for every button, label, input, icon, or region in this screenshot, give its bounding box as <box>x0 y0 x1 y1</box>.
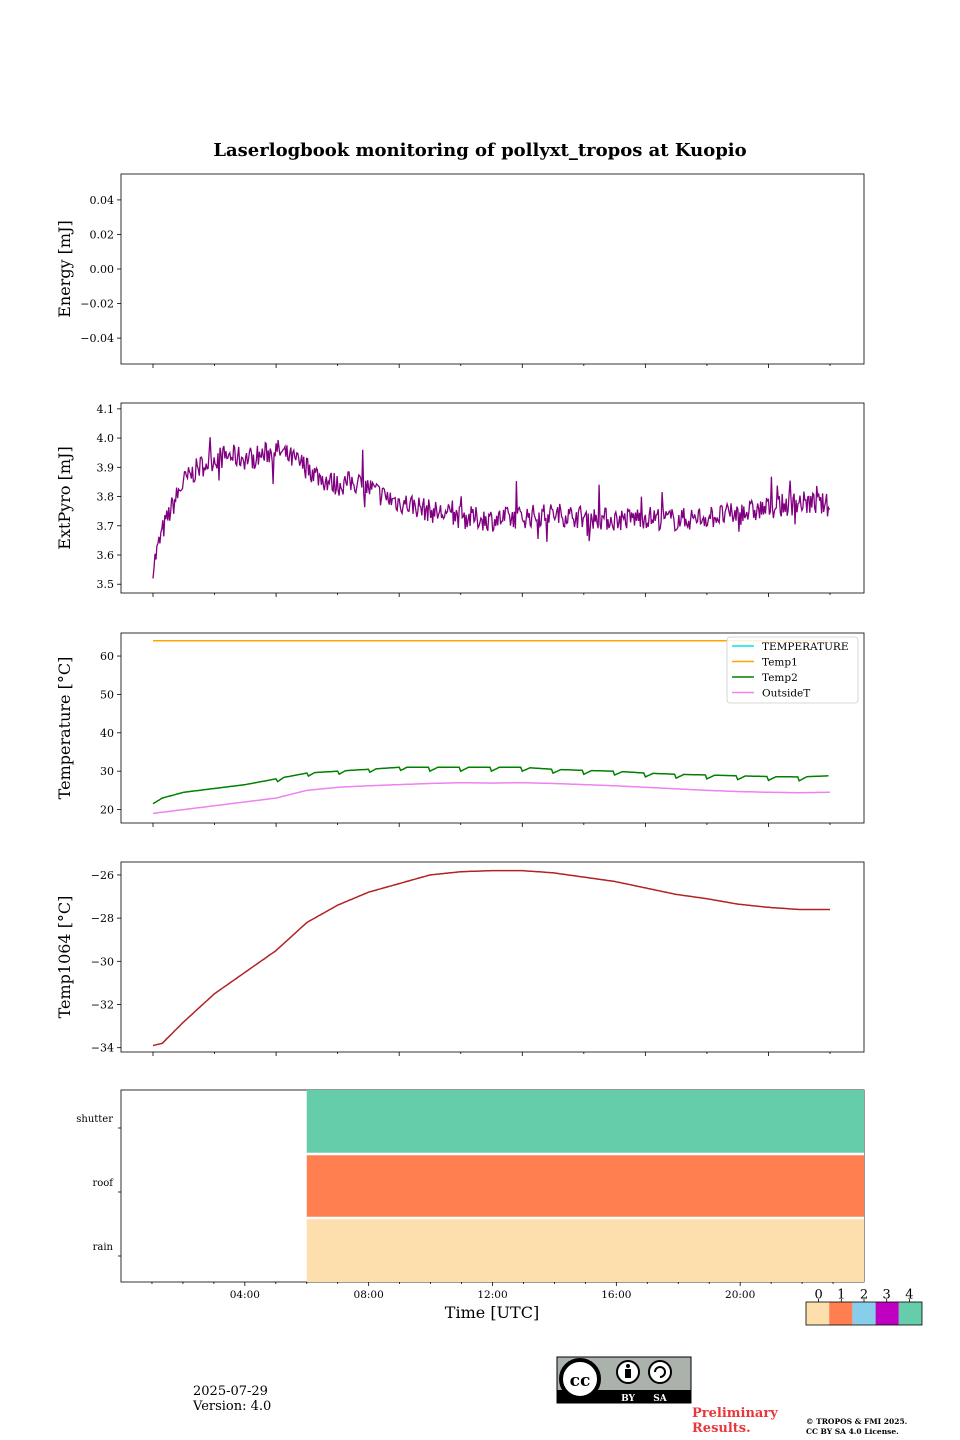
temp1064-series-line <box>152 869 830 1047</box>
colorbar-tick-label: 2 <box>860 1288 868 1303</box>
panel-2-ytick-label: 3.8 <box>97 491 115 504</box>
colorbar-swatch-4 <box>898 1302 922 1325</box>
legend-box <box>726 636 859 704</box>
colorbar-tick-label: 0 <box>814 1288 822 1303</box>
status-bar-roof <box>306 1155 864 1218</box>
footer-version: Version: 4.0 <box>193 1399 272 1414</box>
panel-4-ytick-label: −26 <box>91 869 114 882</box>
panel-2-ytick-label: 3.7 <box>97 520 115 533</box>
panel-3-ytick-label: 60 <box>100 650 114 663</box>
panel-2-frame <box>120 402 865 594</box>
panel-4-ytick-label: −32 <box>91 999 114 1012</box>
panel-1-ytick-label: −0.02 <box>80 298 114 311</box>
legend-label-outsidet: OutsideT <box>762 688 810 700</box>
preliminary-note: Preliminary Results. <box>692 1406 778 1436</box>
colorbar-swatch-3 <box>875 1302 899 1325</box>
panel-3-ytick-label: 30 <box>100 765 114 778</box>
status-xtick-label: 16:00 <box>601 1289 631 1301</box>
series-line-outsidet <box>152 781 830 815</box>
copyright-note: © TROPOS & FMI 2025. CC BY SA 4.0 Licens… <box>806 1417 907 1437</box>
panel-1-frame <box>120 173 865 365</box>
status-xtick-label: 04:00 <box>230 1289 260 1301</box>
status-bar-rain <box>306 1219 864 1282</box>
status-row-label-shutter: shutter <box>76 1114 113 1125</box>
panel-2-ytick-label: 3.5 <box>97 578 115 591</box>
panel-2-ylabel: ExtPyro [mJ] <box>55 446 74 549</box>
panel-4-ylabel: Temp1064 [°C] <box>55 896 74 1019</box>
by-icon-head <box>626 1364 630 1368</box>
panel-2-ytick-label: 4.0 <box>97 432 115 445</box>
cc-badge-by-label: BY <box>621 1394 635 1404</box>
panel-3-ytick-label: 40 <box>100 727 114 740</box>
colorbar-swatch-2 <box>852 1302 876 1325</box>
panel-2-ytick-label: 4.1 <box>97 403 115 416</box>
panel-4-ytick-label: −34 <box>91 1042 114 1055</box>
footer-date-version: 2025-07-29 Version: 4.0 <box>193 1384 271 1414</box>
cc-icon-text: cc <box>570 1371 591 1391</box>
legend-label-temp1: Temp1 <box>762 657 798 669</box>
status-xlabel: Time [UTC] <box>445 1303 539 1322</box>
status-row-label-rain: rain <box>93 1242 114 1253</box>
copyright-line1: © TROPOS & FMI 2025. <box>806 1417 908 1426</box>
extpyro-series-line <box>152 437 831 579</box>
status-xtick-label: 08:00 <box>354 1289 384 1301</box>
series-line-temp2 <box>152 766 829 805</box>
status-xtick-label: 12:00 <box>477 1289 507 1301</box>
panel-1-ytick-label: 0.04 <box>90 194 115 207</box>
figure-title: Laserlogbook monitoring of pollyxt_tropo… <box>213 140 747 161</box>
colorbar-swatch-1 <box>829 1302 853 1325</box>
cc-icon <box>559 1358 601 1400</box>
panel-1-ytick-label: 0.02 <box>90 228 115 241</box>
colorbar-tick-label: 4 <box>905 1288 913 1303</box>
sa-icon <box>648 1360 672 1384</box>
panel-1-ylabel: Energy [mJ] <box>55 220 74 318</box>
status-xtick-label: 20:00 <box>725 1289 755 1301</box>
legend-label-temp2: Temp2 <box>762 672 798 684</box>
copyright-line2: CC BY SA 4.0 License. <box>806 1427 899 1436</box>
legend-label-temperature: TEMPERATURE <box>762 641 849 653</box>
panel-1-ytick-label: −0.04 <box>80 332 114 345</box>
status-bar-shutter <box>306 1090 864 1154</box>
preliminary-line1: Preliminary <box>692 1406 778 1421</box>
footer-date: 2025-07-29 <box>193 1384 268 1399</box>
panel-3-ytick-label: 20 <box>100 804 114 817</box>
by-icon-body <box>625 1369 631 1378</box>
cc-badge-sa-label: SA <box>653 1394 667 1404</box>
panel-2-ytick-label: 3.9 <box>97 461 115 474</box>
panel-4-ytick-label: −28 <box>91 912 114 925</box>
panel-2-ytick-label: 3.6 <box>97 549 115 562</box>
panel-4-ytick-label: −30 <box>91 955 114 968</box>
panel-4-frame <box>120 861 865 1053</box>
panel-3-ytick-label: 50 <box>100 688 114 701</box>
colorbar-tick-label: 3 <box>883 1288 891 1303</box>
status-row-label-roof: roof <box>92 1178 114 1189</box>
colorbar-swatch-0 <box>806 1302 830 1325</box>
colorbar-tick-label: 1 <box>837 1288 845 1303</box>
sa-icon-arc <box>654 1366 666 1378</box>
preliminary-line2: Results. <box>692 1421 751 1436</box>
panel-3-ylabel: Temperature [°C] <box>55 657 74 800</box>
panel-1-ytick-label: 0.00 <box>90 263 115 276</box>
panel-3-frame <box>120 632 865 824</box>
